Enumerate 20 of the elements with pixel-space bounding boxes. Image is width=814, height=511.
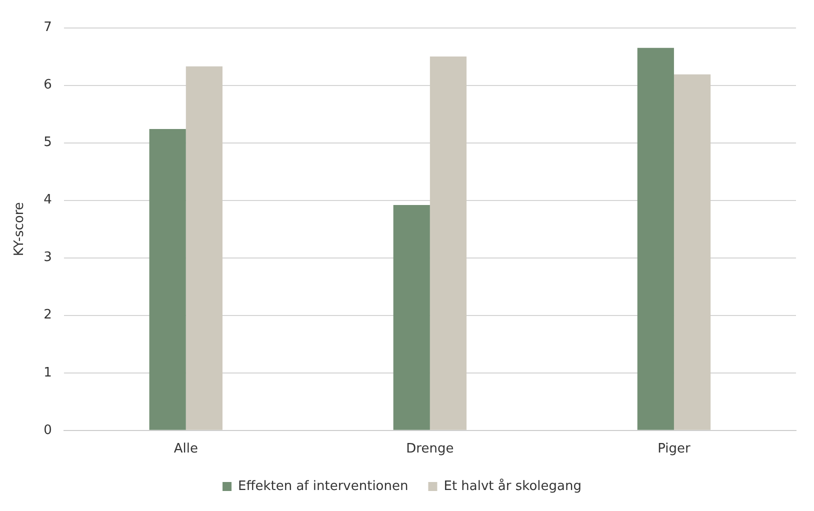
- bar: [149, 129, 186, 430]
- x-tick-label: Piger: [658, 442, 692, 457]
- x-tick-label: Alle: [174, 442, 198, 457]
- y-tick-label: 5: [44, 135, 52, 150]
- bar: [430, 56, 467, 430]
- y-axis-title: KY-score: [12, 202, 28, 256]
- bar: [637, 48, 674, 430]
- y-tick-label: 3: [44, 250, 52, 266]
- legend-label: Effekten af interventionen: [238, 478, 408, 494]
- y-tick-label: 7: [44, 20, 52, 36]
- y-tick-label: 6: [44, 78, 52, 93]
- y-tick-label: 4: [44, 192, 52, 208]
- bar: [674, 74, 711, 430]
- y-tick-label: 0: [44, 422, 52, 438]
- bar: [393, 204, 430, 430]
- bar: [186, 66, 222, 430]
- x-tick-label: Drenge: [406, 442, 454, 457]
- legend-label: Et halvt år skolegang: [444, 478, 582, 494]
- y-tick-label: 1: [44, 365, 52, 380]
- y-tick-label: 2: [44, 308, 52, 323]
